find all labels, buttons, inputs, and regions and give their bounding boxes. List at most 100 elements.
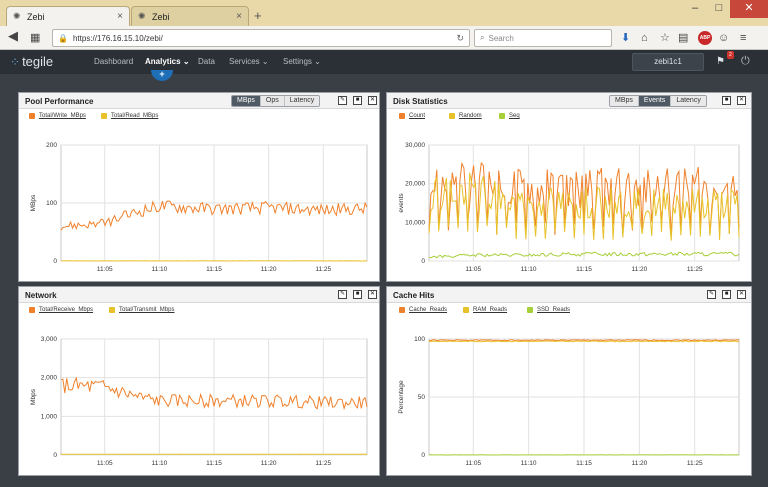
- browser-tab-label: Zebi: [152, 11, 170, 22]
- y-tick-label: 2,000: [41, 375, 58, 382]
- maximize-icon[interactable]: ■: [353, 96, 362, 105]
- home-page-icon[interactable]: ▦: [30, 32, 41, 44]
- close-window-button[interactable]: ✕: [730, 0, 768, 18]
- chevron-down-icon: ⌄: [314, 57, 321, 66]
- toggle-events[interactable]: Events: [637, 96, 671, 106]
- url-bar[interactable]: 🔒 https://176.16.15.10/zebi/ ↻: [52, 29, 470, 47]
- maximize-icon[interactable]: ■: [722, 96, 731, 105]
- toggle-ops[interactable]: Ops: [259, 96, 284, 106]
- add-widget-button[interactable]: +: [151, 70, 173, 81]
- panel-header: Pool Performance MBps Ops Latency ✎ ■ ✕: [19, 93, 379, 109]
- y-tick-label: 10,000: [405, 219, 425, 226]
- toggle-mbps[interactable]: MBps: [232, 96, 260, 106]
- browser-nav-bar: ◀ ▦ 🔒 https://176.16.15.10/zebi/ ↻ ⌕ Sea…: [0, 26, 768, 50]
- legend-item[interactable]: Total/Read_MBps: [101, 113, 158, 119]
- close-icon[interactable]: ✕: [368, 290, 377, 299]
- legend-item[interactable]: Total/Write_MBps: [29, 113, 86, 119]
- search-placeholder: Search: [488, 33, 514, 43]
- clipboard-icon[interactable]: ▤: [678, 32, 689, 44]
- x-tick-label: 11:10: [151, 266, 167, 273]
- power-icon[interactable]: ⏻: [741, 55, 750, 67]
- legend-label: SSD_Reads: [537, 307, 571, 313]
- legend-item[interactable]: Total/Transmit_Mbps: [109, 307, 174, 313]
- checkbox-icon: [463, 307, 469, 313]
- tegile-logo[interactable]: ⁘ tegile: [10, 54, 53, 69]
- back-icon[interactable]: ◀: [8, 28, 18, 43]
- y-axis-label: events: [398, 193, 405, 213]
- x-tick-label: 11:10: [521, 460, 537, 467]
- legend-item[interactable]: Total/Receive_Mbps: [29, 307, 93, 313]
- x-tick-label: 11:20: [261, 266, 277, 273]
- legend-item[interactable]: Random: [449, 113, 482, 119]
- y-tick-label: 1,000: [41, 413, 58, 420]
- legend-label: Total/Write_MBps: [39, 113, 86, 119]
- nav-analytics[interactable]: Analytics ⌄: [145, 57, 190, 66]
- panel-title: Network: [25, 291, 57, 300]
- tegile-logo-icon: ⁘: [10, 54, 21, 69]
- tegile-favicon-icon: ✺: [13, 11, 21, 21]
- close-tab-icon[interactable]: ×: [236, 11, 242, 22]
- maximize-icon[interactable]: ■: [722, 290, 731, 299]
- legend-label: Random: [459, 113, 482, 119]
- legend-item[interactable]: SSD_Reads: [527, 307, 570, 313]
- download-icon[interactable]: ⬇: [621, 32, 631, 44]
- nav-settings[interactable]: Settings ⌄: [283, 57, 321, 66]
- edit-icon[interactable]: ✎: [707, 290, 716, 299]
- y-tick-label: 0: [421, 258, 425, 265]
- y-tick-label: 50: [418, 394, 426, 401]
- nav-data[interactable]: Data: [198, 57, 215, 66]
- panel-header: Network ✎ ■ ✕: [19, 287, 379, 303]
- reload-icon[interactable]: ↻: [456, 32, 464, 43]
- maximize-icon[interactable]: ■: [353, 290, 362, 299]
- y-axis-label: Mbps: [30, 388, 37, 405]
- legend-label: Cache_Reads: [409, 307, 448, 313]
- flag-icon[interactable]: ⚑: [716, 56, 725, 67]
- checkbox-icon: [29, 307, 35, 313]
- legend-label: Seq: [509, 113, 520, 119]
- checkbox-icon: [399, 307, 405, 313]
- legend-item[interactable]: Cache_Reads: [399, 307, 447, 313]
- x-tick-label: 11:15: [576, 266, 592, 273]
- edit-icon[interactable]: ✎: [338, 290, 347, 299]
- close-icon[interactable]: ✕: [737, 290, 746, 299]
- legend-label: Total/Receive_Mbps: [39, 307, 94, 313]
- y-tick-label: 0: [53, 258, 57, 265]
- maximize-window-button[interactable]: □: [715, 2, 723, 14]
- minimize-window-button[interactable]: –: [691, 2, 699, 14]
- y-tick-label: 20,000: [405, 181, 425, 188]
- home-icon[interactable]: ⌂: [641, 32, 648, 44]
- chevron-down-icon: ⌄: [182, 57, 190, 66]
- close-icon[interactable]: ✕: [737, 96, 746, 105]
- new-tab-button[interactable]: +: [254, 8, 262, 23]
- nav-services[interactable]: Services ⌄: [229, 57, 269, 66]
- series-line: [428, 339, 740, 342]
- close-tab-icon[interactable]: ×: [117, 11, 123, 22]
- legend-item[interactable]: RAM_Reads: [463, 307, 507, 313]
- legend-item[interactable]: Seq: [499, 113, 520, 119]
- x-tick-label: 11:20: [631, 266, 647, 273]
- checkbox-icon: [29, 113, 35, 119]
- star-icon[interactable]: ☆: [660, 32, 670, 44]
- close-icon[interactable]: ✕: [368, 96, 377, 105]
- toggle-latency[interactable]: Latency: [283, 96, 320, 106]
- nav-dashboard[interactable]: Dashboard: [94, 57, 134, 66]
- adblock-icon[interactable]: ABP: [698, 31, 712, 45]
- y-tick-label: 3,000: [41, 336, 58, 343]
- edit-icon[interactable]: ✎: [338, 96, 347, 105]
- toggle-mbps[interactable]: MBps: [610, 96, 638, 106]
- checkbox-icon: [109, 307, 115, 313]
- legend-label: RAM_Reads: [473, 307, 508, 313]
- disk-statistics-panel: Disk Statistics MBps Events Latency ■ ✕ …: [386, 92, 752, 282]
- search-input[interactable]: ⌕ Search: [474, 29, 612, 47]
- legend-item[interactable]: Count: [399, 113, 425, 119]
- menu-icon[interactable]: ≡: [740, 32, 747, 44]
- series-line: [60, 200, 368, 231]
- browser-tab-zebi-active[interactable]: ✺ Zebi ×: [6, 6, 130, 26]
- toggle-latency[interactable]: Latency: [670, 96, 706, 106]
- browser-tab-zebi[interactable]: ✺ Zebi ×: [131, 6, 249, 26]
- x-tick-label: 11:20: [261, 460, 277, 467]
- y-tick-label: 0: [421, 452, 425, 459]
- extension-icon[interactable]: ☺: [718, 32, 730, 44]
- system-name-box[interactable]: zebi1c1: [632, 53, 704, 71]
- panel-title: Pool Performance: [25, 97, 94, 106]
